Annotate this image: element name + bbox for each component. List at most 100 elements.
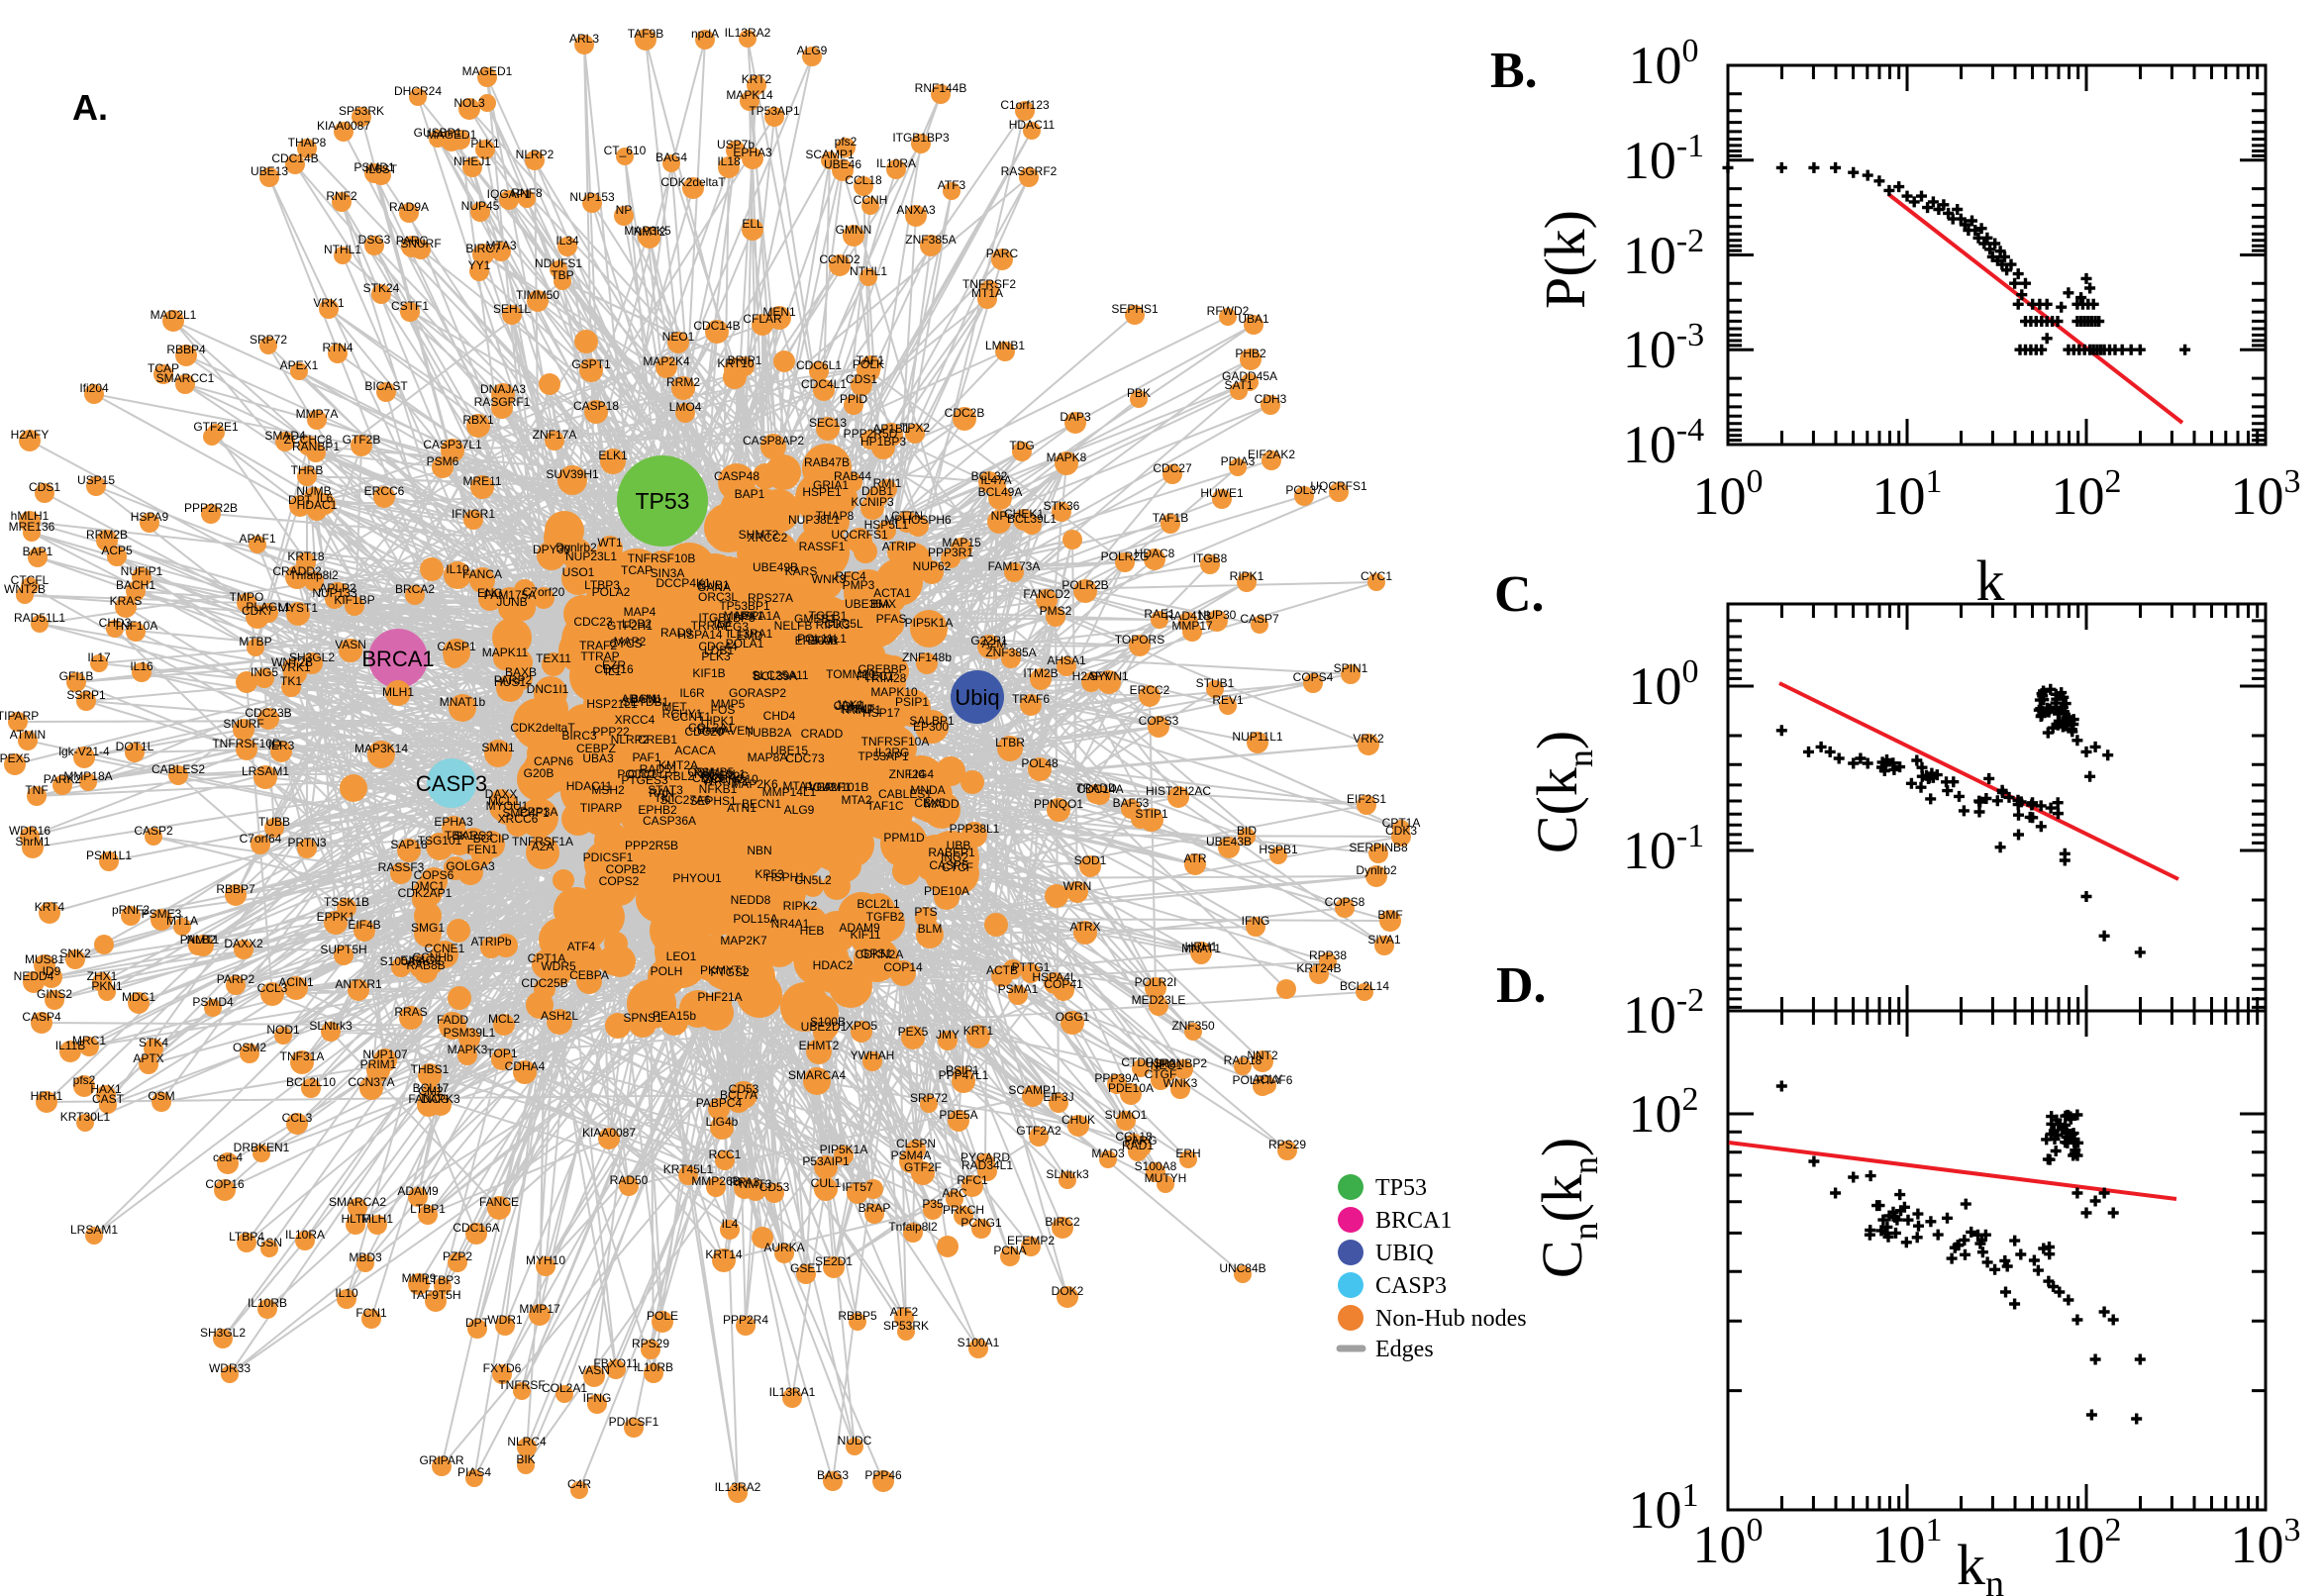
svg-text:S100A1: S100A1 bbox=[958, 1336, 1000, 1349]
svg-text:KRT45L1: KRT45L1 bbox=[663, 1162, 714, 1176]
svg-text:ADAM1: ADAM1 bbox=[621, 692, 662, 706]
svg-text:COL2A1: COL2A1 bbox=[542, 1381, 587, 1395]
svg-text:CRADD: CRADD bbox=[801, 727, 844, 741]
svg-text:KIF11: KIF11 bbox=[850, 928, 880, 942]
svg-text:RASSF3: RASSF3 bbox=[378, 860, 425, 874]
svg-text:CN5L2: CN5L2 bbox=[794, 873, 832, 887]
svg-text:PDICSF1: PDICSF1 bbox=[583, 850, 634, 864]
svg-text:PSM39L1: PSM39L1 bbox=[444, 1026, 496, 1040]
svg-text:101: 101 bbox=[1872, 463, 1943, 526]
svg-text:RFC1: RFC1 bbox=[957, 1173, 988, 1187]
svg-text:CDC6L1: CDC6L1 bbox=[796, 358, 842, 372]
svg-text:PCNG1: PCNG1 bbox=[960, 1216, 1002, 1230]
svg-text:UQCRFS1: UQCRFS1 bbox=[1310, 479, 1367, 493]
svg-text:HRH1: HRH1 bbox=[1185, 940, 1218, 953]
svg-text:MLH1: MLH1 bbox=[361, 1212, 393, 1226]
svg-text:C7orf64: C7orf64 bbox=[240, 832, 282, 846]
svg-text:CPT1A: CPT1A bbox=[1382, 816, 1421, 830]
svg-text:RNF144B: RNF144B bbox=[915, 81, 967, 95]
svg-text:PIP5K1A: PIP5K1A bbox=[820, 1143, 868, 1156]
svg-text:PHYOU1: PHYOU1 bbox=[672, 871, 722, 885]
svg-text:TSSK1B: TSSK1B bbox=[324, 895, 369, 909]
svg-text:CASP3: CASP3 bbox=[1375, 1273, 1447, 1299]
svg-text:LRSAM1: LRSAM1 bbox=[242, 764, 289, 778]
svg-text:ARL3: ARL3 bbox=[569, 32, 599, 46]
svg-text:REV1: REV1 bbox=[1212, 693, 1244, 707]
svg-text:IFNGR1: IFNGR1 bbox=[452, 507, 495, 521]
svg-text:YY1: YY1 bbox=[468, 258, 491, 272]
svg-text:LTBP3: LTBP3 bbox=[584, 578, 620, 592]
svg-text:lgk-V21-4: lgk-V21-4 bbox=[58, 745, 110, 758]
svg-text:RAD41B: RAD41B bbox=[1165, 609, 1212, 623]
svg-text:PIP5K1A: PIP5K1A bbox=[905, 616, 954, 630]
svg-text:CASP7: CASP7 bbox=[1240, 612, 1279, 626]
svg-text:DPT: DPT bbox=[465, 1316, 490, 1330]
svg-text:MRC1: MRC1 bbox=[72, 1034, 106, 1047]
svg-text:ZHX1: ZHX1 bbox=[87, 969, 118, 983]
svg-text:IQGAP1: IQGAP1 bbox=[487, 187, 532, 201]
svg-text:EIF2S1: EIF2S1 bbox=[1347, 792, 1386, 806]
svg-text:CDC44: CDC44 bbox=[698, 640, 738, 653]
svg-text:NTHL1: NTHL1 bbox=[850, 264, 887, 278]
svg-text:MUTYH: MUTYH bbox=[1145, 1171, 1187, 1185]
svg-text:SAT1: SAT1 bbox=[1224, 378, 1253, 392]
svg-text:SYVN1: SYVN1 bbox=[1089, 669, 1129, 683]
svg-text:PARC: PARC bbox=[986, 247, 1019, 260]
svg-text:CUL1: CUL1 bbox=[811, 1176, 842, 1190]
svg-text:MNAT1b: MNAT1b bbox=[440, 695, 486, 709]
svg-text:CAST: CAST bbox=[92, 1092, 125, 1106]
svg-text:HEB: HEB bbox=[800, 924, 825, 938]
svg-text:KRT14: KRT14 bbox=[705, 1247, 742, 1261]
svg-text:D.: D. bbox=[1496, 957, 1547, 1014]
svg-text:WDR1: WDR1 bbox=[487, 1313, 523, 1327]
svg-text:RIPK1: RIPK1 bbox=[1230, 569, 1264, 583]
svg-text:RBL2: RBL2 bbox=[664, 769, 694, 783]
svg-text:HSPA9: HSPA9 bbox=[131, 510, 169, 524]
svg-text:ELL: ELL bbox=[742, 217, 763, 231]
svg-text:SUMO1: SUMO1 bbox=[1105, 1108, 1148, 1122]
svg-text:POLR2G: POLR2G bbox=[1101, 549, 1150, 563]
svg-text:PIAS4: PIAS4 bbox=[457, 1465, 491, 1479]
svg-text:EPHB2: EPHB2 bbox=[638, 803, 677, 817]
svg-text:RPP38: RPP38 bbox=[1309, 948, 1347, 962]
svg-text:CASP37L1: CASP37L1 bbox=[423, 438, 482, 451]
svg-text:POL15A: POL15A bbox=[733, 912, 777, 926]
svg-text:pfs2: pfs2 bbox=[73, 1073, 96, 1087]
svg-text:P35: P35 bbox=[922, 1197, 944, 1211]
svg-text:NP: NP bbox=[616, 203, 633, 217]
svg-text:SE2D1: SE2D1 bbox=[815, 1254, 853, 1268]
svg-text:OSM: OSM bbox=[148, 1089, 174, 1103]
svg-text:SRP72: SRP72 bbox=[910, 1091, 948, 1105]
svg-text:ZNF385A: ZNF385A bbox=[905, 233, 956, 247]
svg-text:TOP1: TOP1 bbox=[486, 1047, 517, 1060]
svg-text:APTX: APTX bbox=[133, 1051, 163, 1065]
svg-text:SH3GL2: SH3GL2 bbox=[200, 1326, 246, 1340]
svg-text:CDC14B: CDC14B bbox=[693, 319, 740, 333]
svg-text:ATRIP: ATRIP bbox=[882, 540, 916, 553]
svg-text:PPID: PPID bbox=[840, 392, 867, 406]
svg-text:TUBB: TUBB bbox=[258, 815, 290, 829]
svg-text:WDR33: WDR33 bbox=[209, 1361, 251, 1375]
svg-text:MAP2K7: MAP2K7 bbox=[720, 934, 767, 948]
svg-text:VRK2: VRK2 bbox=[1353, 732, 1384, 746]
svg-text:KRT30L1: KRT30L1 bbox=[60, 1110, 111, 1124]
svg-text:EHMT2: EHMT2 bbox=[799, 1039, 840, 1052]
svg-text:IL10RB: IL10RB bbox=[634, 1360, 673, 1374]
svg-text:ShrM1: ShrM1 bbox=[15, 835, 50, 848]
svg-text:SLNtrk3: SLNtrk3 bbox=[309, 1019, 353, 1033]
svg-text:GTF2E1: GTF2E1 bbox=[193, 420, 239, 434]
svg-text:RPS29: RPS29 bbox=[632, 1337, 669, 1350]
svg-text:APEX1: APEX1 bbox=[280, 358, 319, 372]
svg-text:102: 102 bbox=[2052, 1512, 2122, 1574]
svg-text:SERPINB8: SERPINB8 bbox=[1349, 841, 1408, 854]
svg-text:CRADD2: CRADD2 bbox=[272, 564, 322, 578]
svg-text:CABLES1: CABLES1 bbox=[878, 787, 932, 801]
svg-text:TNFRSF: TNFRSF bbox=[498, 1378, 545, 1392]
svg-text:RTN4: RTN4 bbox=[322, 341, 353, 354]
svg-text:CDKN2A: CDKN2A bbox=[856, 948, 904, 961]
svg-text:ATRIPb: ATRIPb bbox=[470, 935, 511, 948]
svg-text:POLR2I: POLR2I bbox=[1135, 975, 1177, 989]
svg-text:COPS8: COPS8 bbox=[1325, 895, 1365, 909]
svg-text:ACACA: ACACA bbox=[674, 744, 715, 757]
svg-text:NUP45: NUP45 bbox=[461, 199, 500, 213]
